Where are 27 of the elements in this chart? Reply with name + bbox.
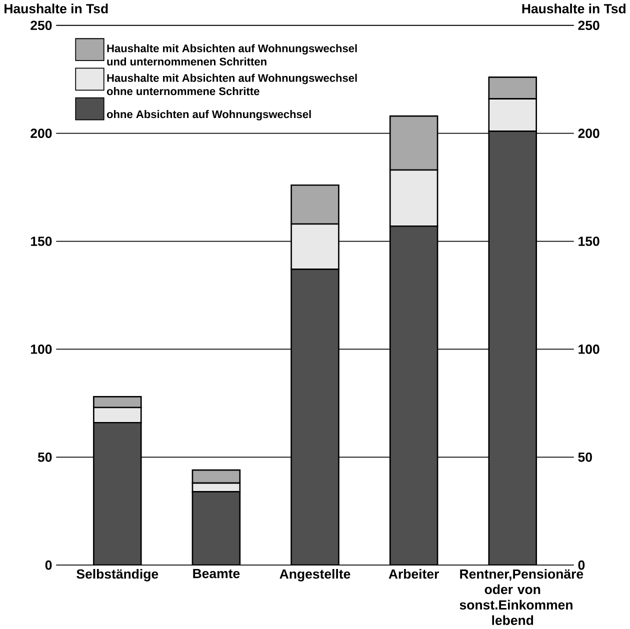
x-tick-label: Beamte [193, 569, 240, 578]
y2-tick-label: 50 [578, 452, 592, 462]
y-tick-label: 50 [38, 452, 52, 462]
bar [93, 422, 142, 566]
x-tick-label: Angestellte [280, 569, 350, 582]
y2-tick-label: 250 [578, 20, 600, 30]
bar [488, 130, 537, 566]
legend-label: Haushalte mit Absichten auf Wohnungswechsel und unternommenen Schritten [107, 44, 357, 66]
bar [290, 268, 340, 566]
y-axis-title: Haushalte in Tsd [4, 4, 108, 14]
y-tick-label: 100 [30, 344, 52, 354]
y2-tick-label: 0 [578, 560, 585, 570]
y-tick-label: 200 [30, 128, 52, 138]
x-tick-label: Rentner,Pensionäre oder von sonst.Einkommen lebend [460, 569, 584, 626]
y2-tick-label: 150 [578, 236, 600, 246]
y2-tick-label: 200 [578, 128, 600, 138]
x-tick-label: Arbeiter [388, 569, 439, 579]
y2-tick-label: 100 [578, 344, 600, 354]
bar [192, 491, 241, 566]
y-tick-label: 250 [30, 20, 52, 30]
y2-axis-title: Haushalte in Tsd [522, 4, 626, 14]
legend-label: Haushalte mit Absichten auf Wohnungswechsel ohne unternommene Schritte [106, 74, 357, 96]
x-tick-label: Selbständige [76, 569, 158, 582]
y-tick-label: 150 [30, 236, 52, 246]
bar [389, 226, 438, 566]
legend-label: ohne Absichten auf Wohnungswechsel [106, 110, 311, 121]
y-tick-label: 0 [45, 560, 52, 570]
